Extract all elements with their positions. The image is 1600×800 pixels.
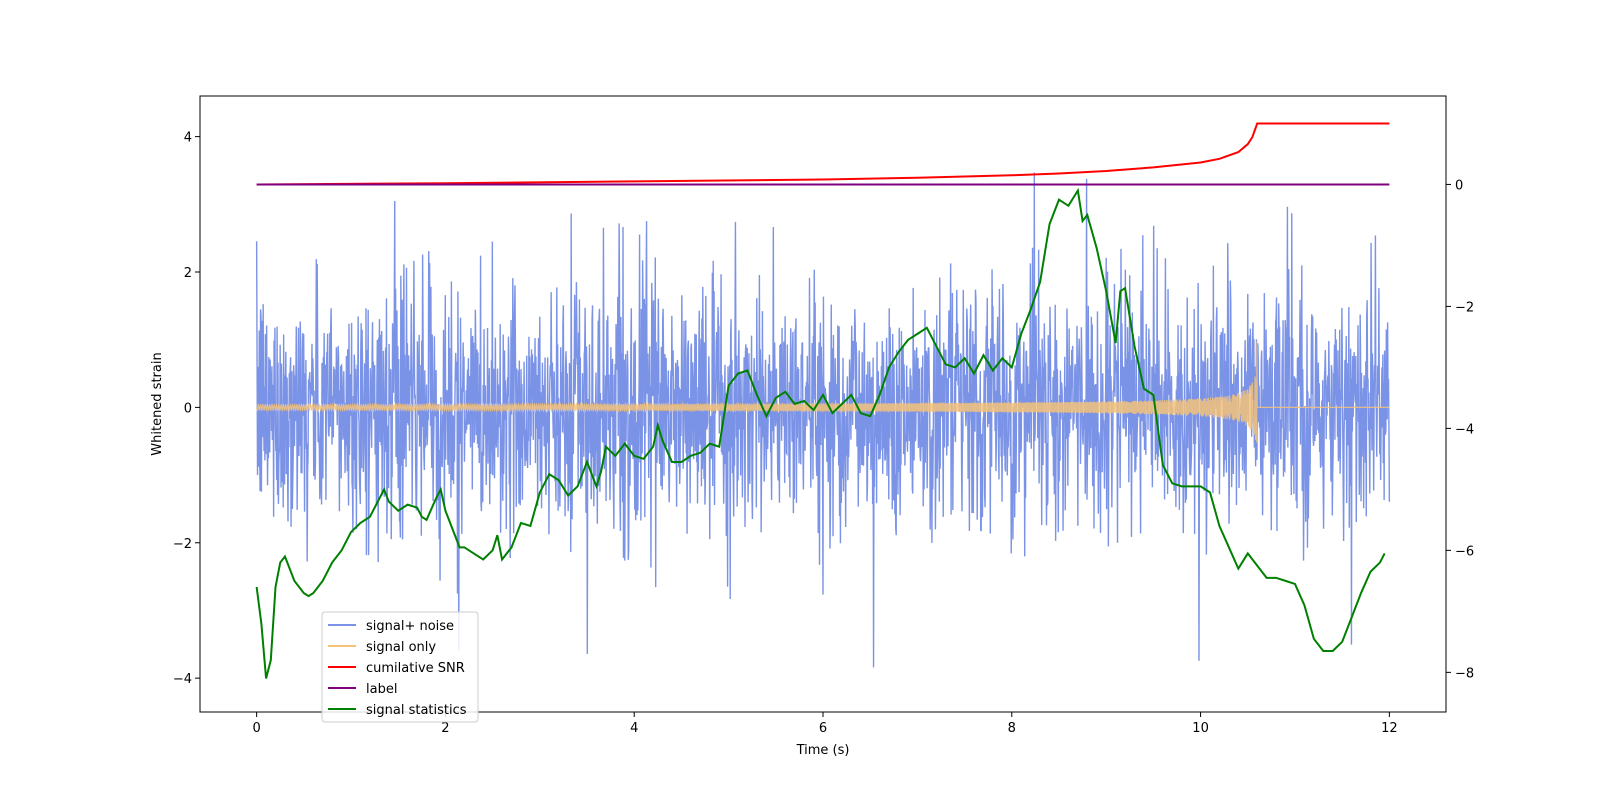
legend-label: signal only xyxy=(366,640,436,655)
x-tick-label: 12 xyxy=(1381,721,1398,736)
series-cumulative-snr xyxy=(256,122,1390,186)
x-tick-label: 4 xyxy=(630,721,638,736)
x-tick-label: 6 xyxy=(819,721,827,736)
y-tick-label: −4 xyxy=(173,672,192,687)
x-tick-label: 10 xyxy=(1192,721,1209,736)
legend-label: signal statistics xyxy=(366,703,467,718)
x-tick-label: 8 xyxy=(1008,721,1016,736)
x-axis-title: Time (s) xyxy=(796,743,850,758)
series-signal-statistics xyxy=(255,187,1386,679)
x-tick-label: 0 xyxy=(252,721,260,736)
y-tick-label: 0 xyxy=(184,401,192,416)
legend-label: cumilative SNR xyxy=(366,661,465,676)
data-layer xyxy=(255,122,1391,679)
y2-tick-label: −6 xyxy=(1455,544,1474,559)
y2-tick-label: −4 xyxy=(1455,422,1474,437)
axes-layer: 0 2 4 6 8 10 12 −4 −2 0 2 4 −8 −6 −4 −2 0 xyxy=(173,131,1474,736)
y2-tick-label: −8 xyxy=(1455,666,1474,681)
legend-box xyxy=(321,611,479,723)
x-tick-label: 2 xyxy=(441,721,449,736)
y2-tick-label: −2 xyxy=(1455,300,1474,315)
legend: signal+ noise signal only cumilative SNR la… xyxy=(321,611,479,723)
y-axis-title: Whitened strain xyxy=(150,352,165,455)
series-signal-only xyxy=(256,340,1390,443)
y2-tick-label: 0 xyxy=(1455,178,1463,193)
y-tick-label: 4 xyxy=(184,131,192,146)
legend-label: signal+ noise xyxy=(366,619,454,634)
legend-label: label xyxy=(366,682,397,697)
y-tick-label: −2 xyxy=(173,537,192,552)
y-tick-label: 2 xyxy=(184,266,192,281)
